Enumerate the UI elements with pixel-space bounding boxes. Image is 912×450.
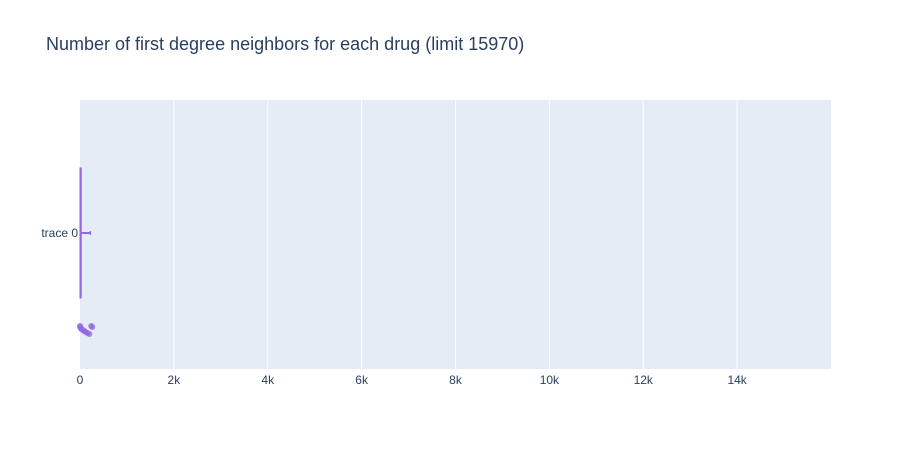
x-tick-label: 2k xyxy=(168,373,182,387)
data-point xyxy=(86,331,93,337)
grid-lines xyxy=(173,100,738,369)
y-tick-label: trace 0 xyxy=(41,226,78,240)
x-tick-label: 6k xyxy=(355,373,369,387)
box-traces xyxy=(77,167,96,337)
x-tick-label: 4k xyxy=(261,373,275,387)
y-axis-ticks: trace 0 xyxy=(41,226,78,240)
x-tick-label: 14k xyxy=(727,373,747,387)
x-tick-label: 0 xyxy=(77,373,84,387)
chart-title: Number of first degree neighbors for eac… xyxy=(46,34,525,54)
box-trace xyxy=(79,167,92,299)
x-axis-ticks: 0 2k 4k 6k 8k 10k 12k 14k xyxy=(77,373,748,387)
x-tick-label: 12k xyxy=(634,373,654,387)
data-point xyxy=(89,324,96,330)
box-points xyxy=(77,323,96,337)
x-tick-label: 8k xyxy=(449,373,463,387)
x-tick-label: 10k xyxy=(540,373,560,387)
